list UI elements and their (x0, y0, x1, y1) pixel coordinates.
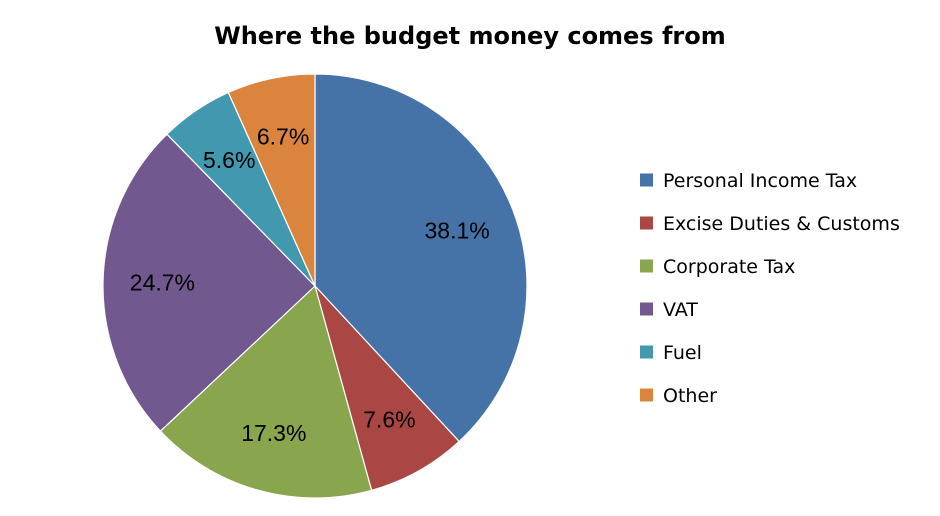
legend-label-vat: VAT (663, 299, 698, 321)
legend-swatch-vat (640, 302, 653, 316)
slice-label-other: 6.7% (257, 124, 309, 150)
legend-label-fuel: Fuel (663, 342, 702, 364)
legend-swatch-fuel (640, 345, 653, 359)
chart-title: Where the budget money comes from (214, 22, 726, 50)
pie-slice-excise-duties-and-customs (314, 285, 460, 492)
slice-label-corporate-tax: 17.3% (241, 420, 306, 446)
legend-label-personal-income-tax: Personal Income Tax (663, 170, 857, 192)
legend-label-excise-duties-and-customs: Excise Duties & Customs (663, 213, 900, 235)
legend-swatch-personal-income-tax (640, 173, 653, 187)
legend-label-other: Other (663, 385, 717, 407)
legend-label-corporate-tax: Corporate Tax (663, 256, 795, 278)
pie-slices (102, 73, 528, 499)
slice-label-vat: 24.7% (130, 270, 195, 296)
slice-label-fuel: 5.6% (203, 147, 255, 173)
slice-label-personal-income-tax: 38.1% (424, 217, 489, 243)
pie-slice-corporate-tax (159, 284, 373, 499)
pie-slice-personal-income-tax (314, 73, 528, 443)
pie-slice-vat (102, 133, 316, 432)
legend: Personal Income Tax Excise Duties & Custo… (640, 170, 900, 407)
slice-label-excise-duties-and-customs: 7.6% (363, 406, 415, 432)
pie-slice-labels: 38.1% 7.6% 17.3% 24.7% 5.6%6.7% (130, 124, 490, 446)
legend-swatch-corporate-tax (640, 259, 653, 273)
legend-swatch-excise-duties-and-customs (640, 216, 653, 230)
legend-swatch-other (640, 388, 653, 402)
pie-slice-other (227, 73, 316, 287)
